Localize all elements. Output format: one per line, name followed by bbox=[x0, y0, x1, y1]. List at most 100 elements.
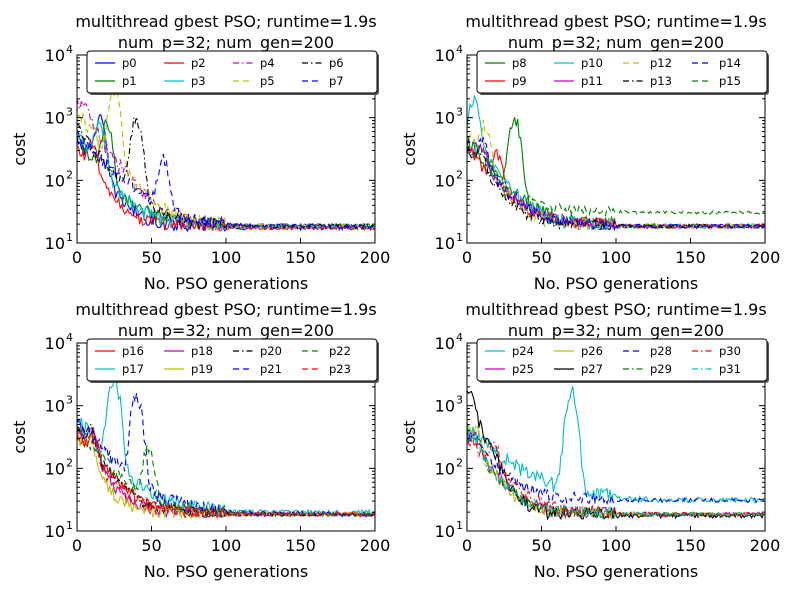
y-tick-label: 10 bbox=[45, 46, 65, 65]
legend-label-p8: p8 bbox=[512, 56, 527, 70]
legend-box bbox=[476, 50, 768, 94]
chart-subtitle: num_p=32; num_gen=200 bbox=[508, 321, 724, 341]
y-tick-label: 10 bbox=[45, 459, 65, 478]
series-line-p11 bbox=[467, 143, 765, 231]
x-axis-label: No. PSO generations bbox=[534, 562, 698, 581]
y-tick-exponent: 1 bbox=[456, 231, 463, 244]
series-line-p22 bbox=[77, 425, 375, 519]
x-tick-label: 50 bbox=[141, 536, 161, 555]
y-axis-label: cost bbox=[10, 420, 29, 453]
x-tick-label: 0 bbox=[462, 536, 472, 555]
legend-box bbox=[476, 338, 768, 382]
chart-title: multithread gbest PSO; runtime=1.9s bbox=[465, 300, 766, 319]
legend-label-p27: p27 bbox=[581, 362, 603, 376]
y-tick-exponent: 4 bbox=[66, 43, 73, 56]
series-line-p9 bbox=[467, 145, 765, 231]
y-tick-exponent: 4 bbox=[66, 331, 73, 344]
x-tick-label: 0 bbox=[462, 248, 472, 267]
x-tick-label: 200 bbox=[750, 536, 781, 555]
y-tick-label: 10 bbox=[435, 171, 455, 190]
y-axis-label: cost bbox=[10, 132, 29, 165]
y-tick-exponent: 2 bbox=[66, 456, 73, 469]
legend-label-p4: p4 bbox=[260, 56, 275, 70]
series-line-p0 bbox=[77, 113, 375, 233]
x-axis-label: No. PSO generations bbox=[534, 274, 698, 293]
series-line-p7 bbox=[77, 129, 375, 230]
y-tick-label: 10 bbox=[435, 109, 455, 128]
x-tick-label: 100 bbox=[601, 536, 632, 555]
x-tick-label: 0 bbox=[72, 536, 82, 555]
legend-label-p25: p25 bbox=[512, 362, 534, 376]
y-tick-label: 10 bbox=[435, 234, 455, 253]
x-tick-label: 50 bbox=[531, 248, 551, 267]
legend-label-p14: p14 bbox=[719, 56, 741, 70]
series-line-p28 bbox=[467, 430, 765, 506]
y-tick-label: 10 bbox=[45, 522, 65, 541]
chart-title: multithread gbest PSO; runtime=1.9s bbox=[465, 12, 766, 31]
legend-label-p16: p16 bbox=[122, 344, 144, 358]
x-tick-label: 50 bbox=[141, 248, 161, 267]
y-tick-exponent: 1 bbox=[456, 519, 463, 532]
legend-label-p0: p0 bbox=[122, 56, 137, 70]
y-axis-label: cost bbox=[400, 132, 419, 165]
series-group bbox=[467, 94, 765, 232]
y-tick-label: 10 bbox=[45, 171, 65, 190]
series-line-p18 bbox=[77, 426, 375, 519]
chart-title: multithread gbest PSO; runtime=1.9s bbox=[75, 300, 376, 319]
legend-label-p2: p2 bbox=[191, 56, 206, 70]
x-tick-label: 200 bbox=[750, 248, 781, 267]
y-axis-label: cost bbox=[400, 420, 419, 453]
legend-label-p30: p30 bbox=[719, 344, 741, 358]
legend-label-p22: p22 bbox=[329, 344, 351, 358]
x-axis-label: No. PSO generations bbox=[144, 274, 308, 293]
legend: p0 p1 p2 p3 p4 p5 p6 p7 bbox=[86, 50, 379, 95]
y-tick-exponent: 3 bbox=[66, 106, 73, 119]
x-tick-label: 0 bbox=[72, 248, 82, 267]
y-tick-label: 10 bbox=[435, 397, 455, 416]
series-group bbox=[467, 386, 765, 521]
y-tick-exponent: 4 bbox=[456, 331, 463, 344]
legend-label-p18: p18 bbox=[191, 344, 213, 358]
chart-panel-2: multithread gbest PSO; runtime=1.9s num_p… bbox=[400, 12, 780, 293]
chart-title: multithread gbest PSO; runtime=1.9s bbox=[75, 12, 376, 31]
y-tick-exponent: 2 bbox=[456, 168, 463, 181]
series-line-p3 bbox=[77, 118, 375, 231]
x-tick-label: 150 bbox=[675, 248, 706, 267]
y-tick-exponent: 1 bbox=[66, 519, 73, 532]
x-tick-label: 200 bbox=[360, 536, 391, 555]
legend-label-p11: p11 bbox=[581, 74, 603, 88]
chart-panel-4: multithread gbest PSO; runtime=1.9s num_p… bbox=[400, 300, 780, 581]
series-line-p16 bbox=[77, 427, 375, 518]
legend-label-p12: p12 bbox=[650, 56, 672, 70]
y-tick-exponent: 3 bbox=[66, 394, 73, 407]
legend-label-p20: p20 bbox=[260, 344, 282, 358]
legend-label-p10: p10 bbox=[581, 56, 603, 70]
series-line-p6 bbox=[77, 116, 375, 230]
series-line-p29 bbox=[467, 430, 765, 519]
legend-label-p29: p29 bbox=[650, 362, 672, 376]
series-line-p12 bbox=[467, 119, 765, 231]
legend-label-p13: p13 bbox=[650, 74, 672, 88]
chart-subtitle: num_p=32; num_gen=200 bbox=[118, 321, 334, 341]
y-tick-label: 10 bbox=[45, 334, 65, 353]
series-line-p5 bbox=[77, 85, 375, 231]
chart-panel-1: multithread gbest PSO; runtime=1.9s num_p… bbox=[10, 12, 390, 293]
y-tick-label: 10 bbox=[45, 397, 65, 416]
series-line-p31 bbox=[467, 430, 765, 520]
legend-label-p19: p19 bbox=[191, 362, 213, 376]
legend-label-p17: p17 bbox=[122, 362, 144, 376]
chart-panel-3: multithread gbest PSO; runtime=1.9s num_p… bbox=[10, 300, 390, 581]
series-line-p2 bbox=[77, 138, 375, 232]
legend: p16 p17 p18 p19 p20 p21 p22 p23 bbox=[86, 338, 379, 383]
legend-label-p9: p9 bbox=[512, 74, 527, 88]
y-tick-exponent: 3 bbox=[456, 394, 463, 407]
y-tick-label: 10 bbox=[45, 234, 65, 253]
legend-label-p24: p24 bbox=[512, 344, 534, 358]
y-tick-label: 10 bbox=[435, 459, 455, 478]
y-tick-label: 10 bbox=[435, 46, 455, 65]
y-tick-exponent: 2 bbox=[66, 168, 73, 181]
series-line-p17 bbox=[77, 373, 375, 517]
legend-box bbox=[86, 338, 378, 382]
series-line-p23 bbox=[77, 428, 375, 519]
